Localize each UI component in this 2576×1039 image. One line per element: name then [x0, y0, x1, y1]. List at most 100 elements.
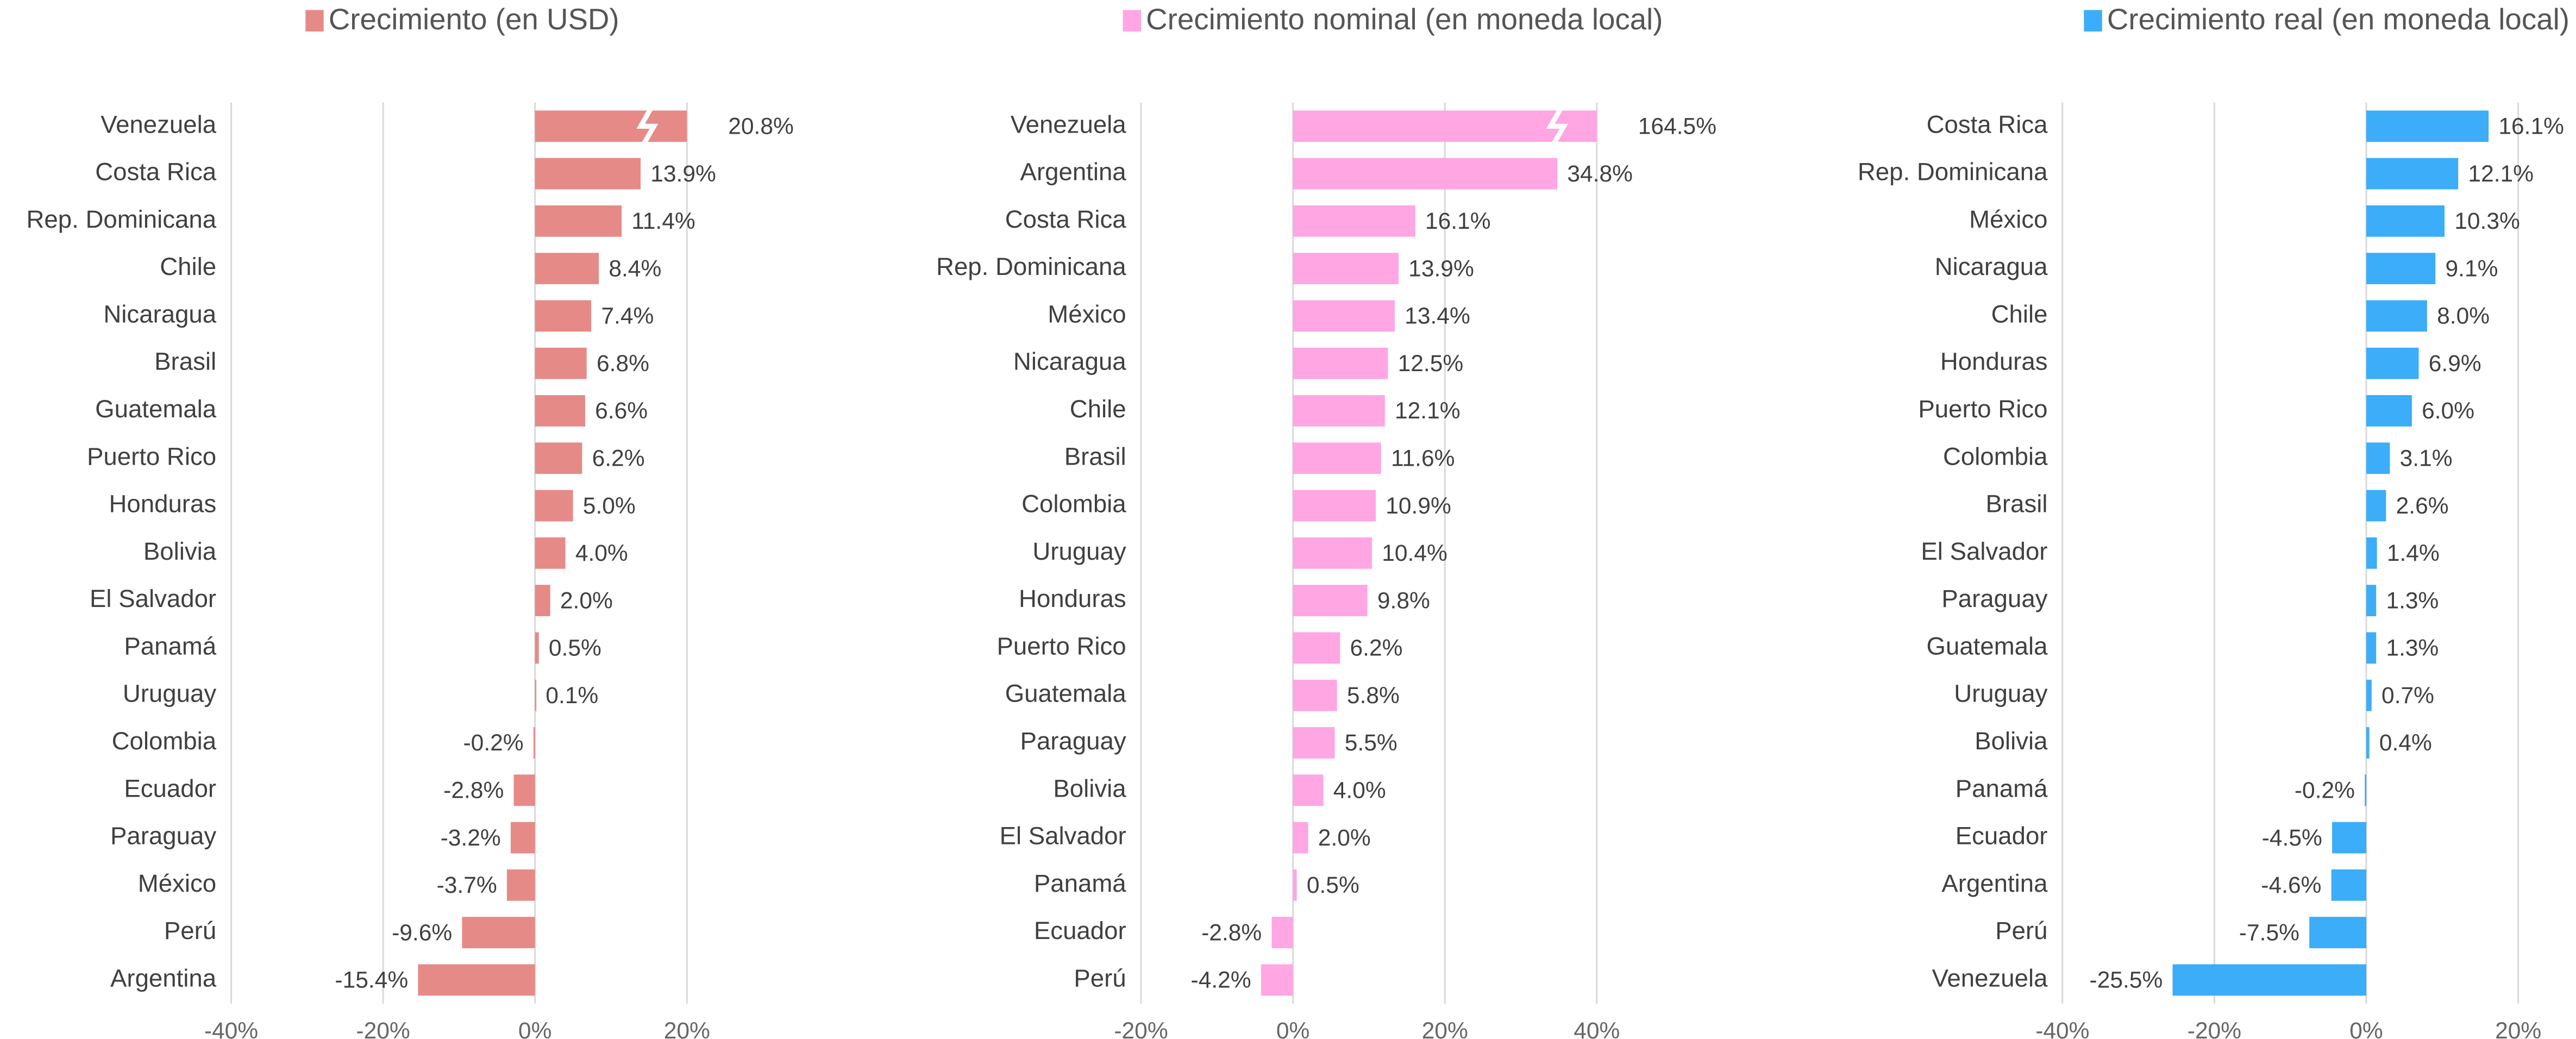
- value-label: -25.5%: [2090, 967, 2163, 993]
- category-label: Puerto Rico: [1918, 395, 2047, 423]
- value-label: 0.7%: [2381, 683, 2434, 709]
- value-label: -7.5%: [2239, 919, 2299, 946]
- category-label: Colombia: [1021, 490, 1126, 518]
- x-tick-label: -20%: [2188, 1018, 2241, 1039]
- category-label: Chile: [1070, 395, 1126, 423]
- bar: [535, 490, 573, 522]
- bar: [533, 727, 535, 759]
- x-tick-label: -20%: [1114, 1018, 1168, 1039]
- category-label: Honduras: [1940, 348, 2048, 375]
- bar: [506, 869, 535, 901]
- value-label: 4.0%: [575, 540, 628, 566]
- category-label: Costa Rica: [1005, 205, 1127, 233]
- value-label: 3.1%: [2400, 446, 2453, 472]
- category-label: Ecuador: [1955, 822, 2048, 850]
- category-label: Argentina: [1020, 158, 1127, 186]
- bar: [535, 347, 587, 379]
- category-label: Puerto Rico: [87, 442, 216, 470]
- category-label: Ecuador: [124, 774, 216, 802]
- category-label: Bolivia: [1053, 774, 1126, 802]
- axis-break: [1546, 108, 1568, 145]
- category-label: Venezuela: [1011, 110, 1127, 138]
- bar: [1261, 964, 1293, 996]
- category-label: Chile: [1991, 300, 2048, 328]
- category-label: Paraguay: [110, 822, 216, 850]
- bar: [513, 774, 535, 806]
- bar: [1293, 774, 1324, 806]
- category-label: Brasil: [1064, 442, 1126, 470]
- category-label: Brasil: [1986, 490, 2048, 518]
- value-label: 20.8%: [728, 114, 794, 140]
- category-label: Uruguay: [1954, 680, 2047, 708]
- value-label: -15.4%: [335, 967, 408, 993]
- value-label: 2.0%: [1318, 825, 1371, 851]
- value-label: 0.5%: [549, 635, 601, 661]
- x-tick-label: 20%: [1422, 1018, 1468, 1039]
- category-label: Panamá: [1955, 774, 2048, 802]
- category-label: Brasil: [154, 348, 216, 375]
- bar: [2366, 490, 2386, 522]
- bar: [535, 300, 592, 332]
- category-label: Costa Rica: [1927, 110, 2048, 138]
- category-label: Perú: [1995, 917, 2047, 944]
- value-label: 34.8%: [1567, 161, 1633, 187]
- category-label: Paraguay: [1941, 585, 2047, 612]
- category-label: México: [1969, 205, 2047, 233]
- value-label: 11.6%: [1391, 446, 1455, 472]
- category-label: Colombia: [112, 727, 217, 755]
- category-label: Uruguay: [123, 680, 216, 708]
- value-label: 1.3%: [2386, 635, 2439, 661]
- value-label: 16.1%: [2498, 114, 2564, 140]
- value-label: 13.9%: [1408, 255, 1474, 281]
- bar: [2366, 300, 2427, 332]
- value-label: 10.9%: [1386, 493, 1451, 519]
- value-label: 0.1%: [546, 683, 598, 709]
- bar: [1293, 158, 1558, 190]
- value-label: 8.4%: [609, 255, 661, 281]
- category-label: Panamá: [124, 632, 216, 660]
- bar: [535, 205, 622, 237]
- category-label: Perú: [164, 917, 216, 944]
- value-label: 6.2%: [592, 446, 645, 472]
- bar: [535, 537, 566, 569]
- category-label: Panamá: [1034, 869, 1126, 897]
- legend-swatch: [305, 10, 324, 32]
- category-label: Uruguay: [1032, 537, 1126, 565]
- category-label: Bolivia: [143, 537, 217, 565]
- bar: [1293, 110, 1597, 142]
- bar: [2365, 774, 2367, 806]
- category-label: Nicaragua: [1935, 253, 2048, 280]
- bar: [2366, 537, 2377, 569]
- bar: [1293, 253, 1399, 284]
- value-label: 6.9%: [2429, 350, 2481, 377]
- bar: [1293, 205, 1415, 237]
- category-label: Nicaragua: [1013, 348, 1126, 375]
- category-label: México: [138, 869, 216, 897]
- bar: [535, 442, 582, 474]
- category-label: Argentina: [1941, 869, 2048, 897]
- category-label: Guatemala: [1927, 632, 2048, 660]
- bar: [1293, 632, 1340, 664]
- category-label: Paraguay: [1020, 727, 1126, 755]
- value-label: 1.3%: [2386, 587, 2439, 614]
- bar: [2366, 110, 2489, 142]
- value-label: 13.4%: [1405, 303, 1470, 329]
- value-label: 5.5%: [1345, 730, 1397, 756]
- bar: [1293, 442, 1381, 474]
- legend-swatch: [2084, 10, 2102, 32]
- bar: [1293, 585, 1368, 616]
- value-label: 10.3%: [2454, 208, 2520, 234]
- category-label: El Salvador: [1921, 537, 2047, 565]
- bar: [418, 964, 535, 996]
- value-label: 2.6%: [2396, 493, 2449, 519]
- value-label: 11.4%: [631, 208, 695, 234]
- bar: [535, 679, 537, 711]
- category-label: Guatemala: [1005, 680, 1127, 708]
- category-label: Colombia: [1943, 442, 2048, 470]
- category-label: Rep. Dominicana: [936, 253, 1126, 280]
- bar: [1293, 395, 1385, 427]
- value-label: -4.2%: [1191, 967, 1251, 993]
- bar: [535, 585, 550, 616]
- bar: [1293, 822, 1308, 854]
- category-label: Bolivia: [1975, 727, 2048, 755]
